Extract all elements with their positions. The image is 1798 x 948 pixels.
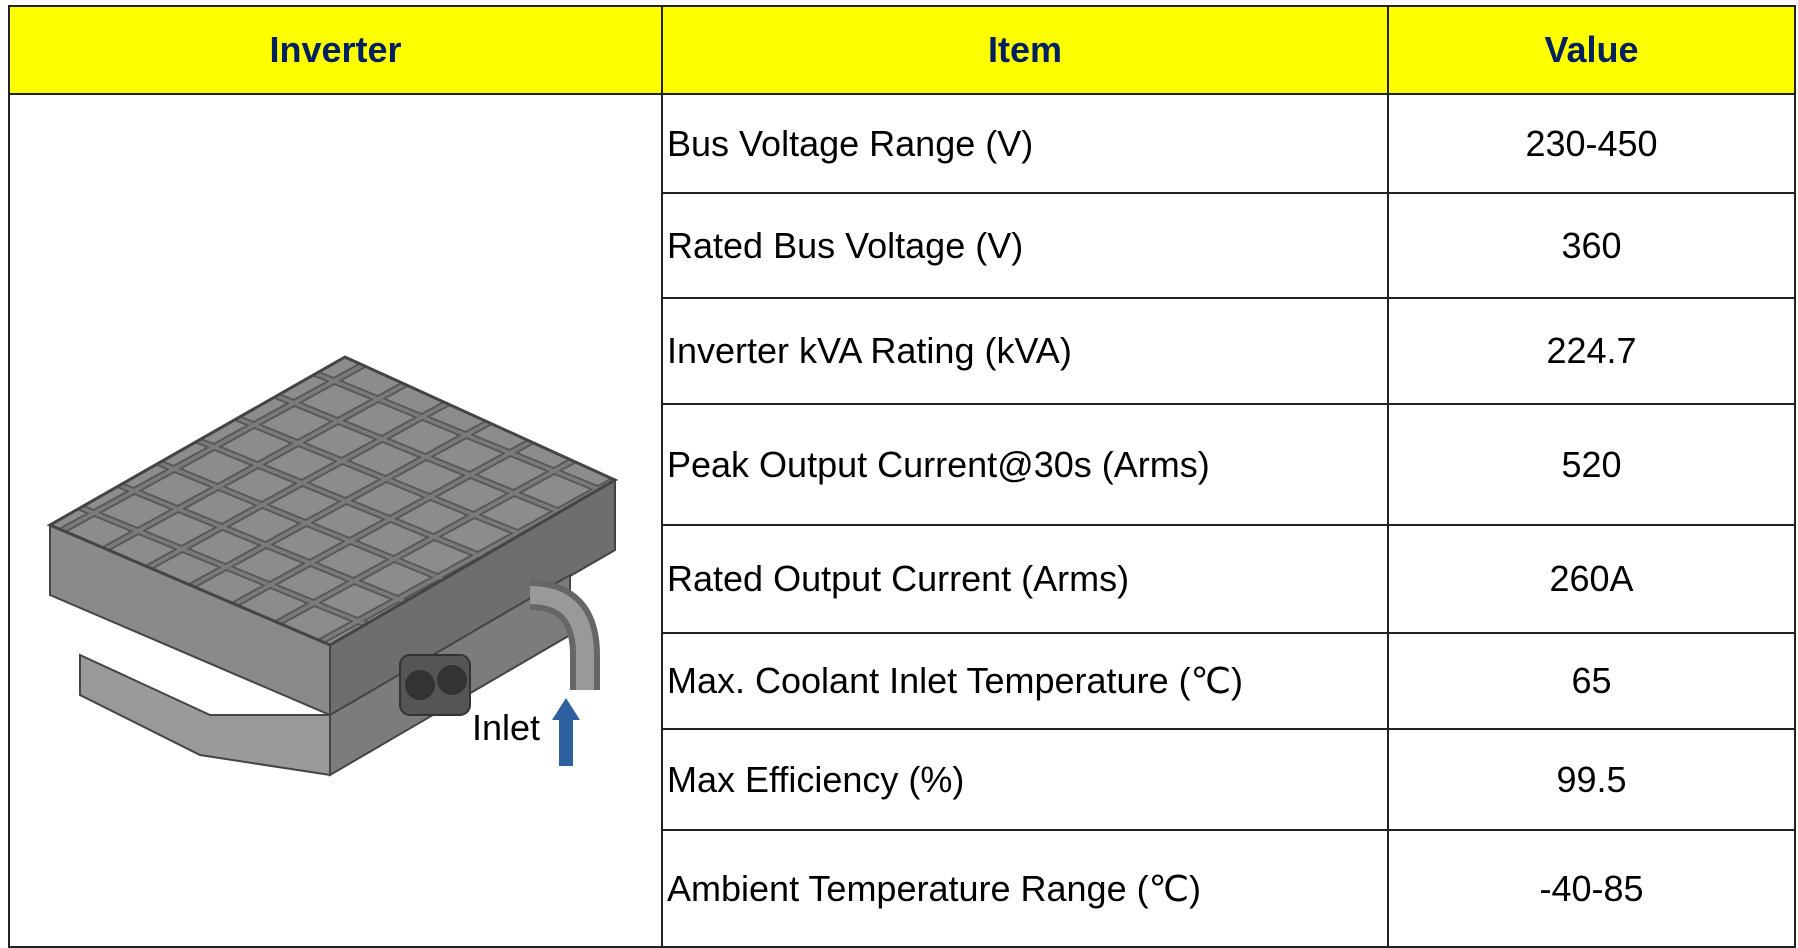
item-cell: Max. Coolant Inlet Temperature (℃) — [662, 633, 1388, 729]
inverter-image — [10, 95, 663, 933]
header-cell: Value — [1388, 6, 1795, 94]
item-cell: Bus Voltage Range (V) — [662, 94, 1388, 193]
item-cell: Ambient Temperature Range (℃) — [662, 830, 1388, 947]
item-cell: Rated Bus Voltage (V) — [662, 193, 1388, 298]
page: Inverter Item Value InletBus Voltage Ran… — [0, 0, 1798, 948]
value-cell: 260A — [1388, 525, 1795, 633]
item-cell: Inverter kVA Rating (kVA) — [662, 298, 1388, 404]
image-label: Inlet — [472, 707, 540, 749]
header-cell: Item — [662, 6, 1388, 94]
value-cell: -40-85 — [1388, 830, 1795, 947]
value-cell: 65 — [1388, 633, 1795, 729]
value-cell: 360 — [1388, 193, 1795, 298]
image-cell: Inlet — [9, 94, 662, 947]
value-cell: 224.7 — [1388, 298, 1795, 404]
value-cell: 99.5 — [1388, 729, 1795, 830]
header-row: Inverter Item Value — [9, 6, 1795, 94]
header-cell: Inverter — [9, 6, 662, 94]
item-cell: Max Efficiency (%) — [662, 729, 1388, 830]
value-cell: 520 — [1388, 404, 1795, 525]
item-cell: Peak Output Current@30s (Arms) — [662, 404, 1388, 525]
item-cell: Rated Output Current (Arms) — [662, 525, 1388, 633]
value-cell: 230-450 — [1388, 94, 1795, 193]
